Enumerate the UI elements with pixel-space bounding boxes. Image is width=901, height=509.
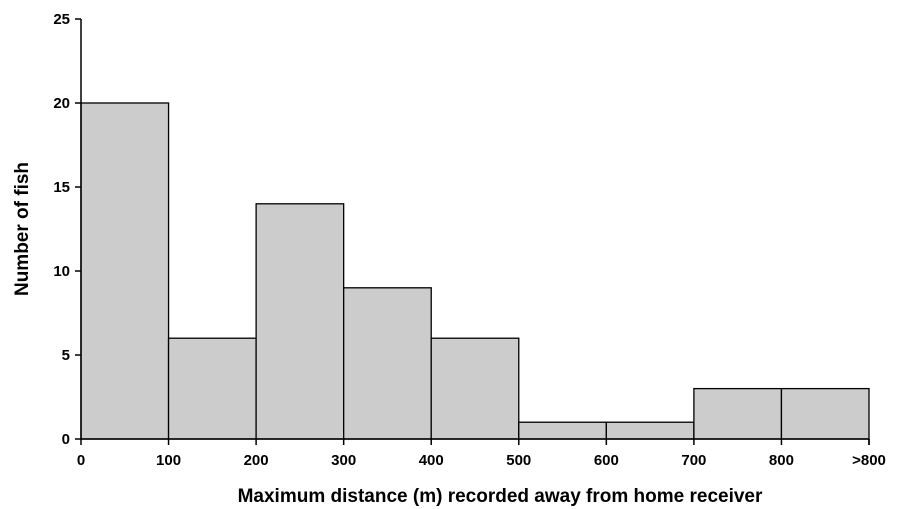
x-tick-label: 500 — [506, 452, 531, 469]
bar-9 — [780, 387, 870, 440]
y-tick-label: 0 — [62, 431, 70, 448]
y-tick-label: 25 — [53, 11, 70, 28]
bar-7 — [605, 421, 695, 440]
y-ticks-group: 0 5 10 15 20 25 — [53, 11, 81, 448]
y-tick-label: 15 — [53, 179, 70, 196]
bar-5 — [430, 337, 520, 440]
x-tick-label: 400 — [419, 452, 444, 469]
y-tick-label: 10 — [53, 263, 70, 280]
bar-6 — [518, 421, 607, 440]
x-ticks-group: 0 100 200 300 400 500 600 700 800 >800 — [77, 439, 886, 469]
bar-4 — [343, 287, 432, 440]
x-tick-label: 300 — [331, 452, 356, 469]
x-axis-title: Maximum distance (m) recorded away from … — [238, 486, 763, 507]
x-tick-label: 0 — [77, 452, 85, 469]
bar-1 — [80, 102, 170, 440]
x-tick-label: >800 — [852, 452, 886, 469]
y-tick-label: 20 — [53, 95, 70, 112]
x-tick-label: 800 — [769, 452, 794, 469]
y-tick-label: 5 — [62, 347, 70, 364]
x-tick-label: 600 — [594, 452, 619, 469]
bars-group — [80, 102, 870, 440]
bar-2 — [167, 337, 257, 440]
bar-3 — [255, 203, 345, 440]
y-axis-title: Number of fish — [12, 162, 33, 296]
x-tick-label: 100 — [156, 452, 181, 469]
bar-8 — [693, 387, 783, 440]
axes-group — [80, 19, 869, 440]
x-tick-label: 200 — [244, 452, 269, 469]
x-tick-label: 700 — [681, 452, 706, 469]
